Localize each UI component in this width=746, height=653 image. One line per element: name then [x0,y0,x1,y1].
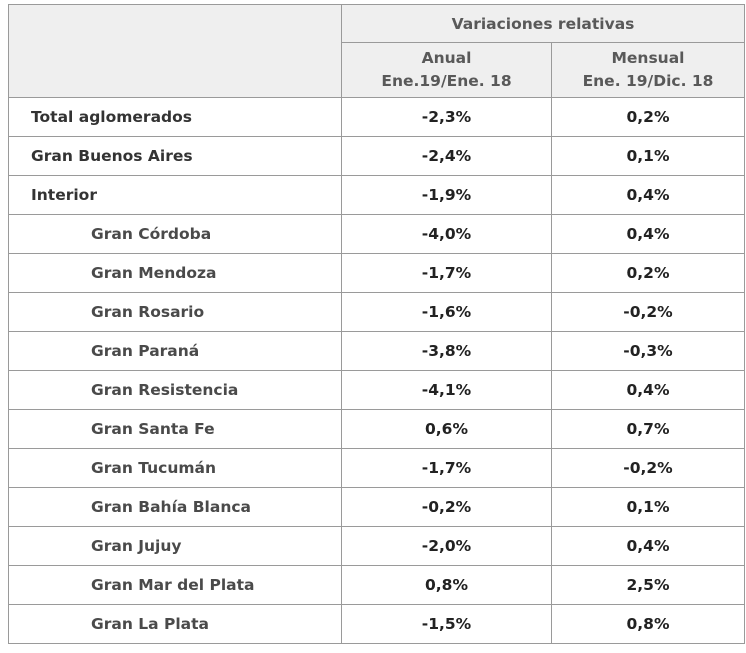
mensual-value: 0,2% [551,253,745,293]
anual-value: -2,0% [341,526,552,566]
table-row: Gran Bahía Blanca -0,2% 0,1% [8,487,745,527]
mensual-value: 0,2% [551,97,745,137]
table-row: Gran Córdoba -4,0% 0,4% [8,214,745,254]
variaciones-table: Variaciones relativas Anual Ene.19/Ene. … [8,4,745,644]
col-anual-title: Anual [421,49,472,67]
table-row: Gran Santa Fe 0,6% 0,7% [8,409,745,449]
region-name: Gran Santa Fe [8,409,342,449]
anual-value: 0,6% [341,409,552,449]
anual-value: -2,3% [341,97,552,137]
region-name: Gran Mendoza [8,253,342,293]
col-anual-header: Anual Ene.19/Ene. 18 [341,42,552,98]
anual-value: -1,7% [341,448,552,488]
mensual-value: 0,1% [551,136,745,176]
empty-header-cell [8,4,342,98]
table-row: Gran Jujuy -2,0% 0,4% [8,526,745,566]
anual-value: -1,5% [341,604,552,644]
table-row: Gran Buenos Aires -2,4% 0,1% [8,136,745,176]
region-name: Gran Buenos Aires [8,136,342,176]
mensual-value: 0,4% [551,175,745,215]
anual-value: -2,4% [341,136,552,176]
table-row: Gran La Plata -1,5% 0,8% [8,604,745,644]
mensual-value: 0,4% [551,214,745,254]
region-name: Gran Tucumán [8,448,342,488]
anual-value: -1,6% [341,292,552,332]
mensual-value: -0,2% [551,292,745,332]
mensual-value: -0,3% [551,331,745,371]
mensual-value: 0,7% [551,409,745,449]
table-row: Interior -1,9% 0,4% [8,175,745,215]
mensual-value: 0,4% [551,526,745,566]
col-anual-sub: Ene.19/Ene. 18 [381,72,512,90]
col-mensual-header: Mensual Ene. 19/Dic. 18 [551,42,745,98]
table-row: Gran Paraná -3,8% -0,3% [8,331,745,371]
anual-value: -0,2% [341,487,552,527]
table-row: Gran Rosario -1,6% -0,2% [8,292,745,332]
region-name: Gran Resistencia [8,370,342,410]
col-mensual-title: Mensual [611,49,685,67]
mensual-value: 2,5% [551,565,745,605]
mensual-value: 0,8% [551,604,745,644]
region-name: Interior [8,175,342,215]
region-name: Gran Córdoba [8,214,342,254]
group-header: Variaciones relativas [341,4,745,43]
region-name: Total aglomerados [8,97,342,137]
table-row: Gran Mar del Plata 0,8% 2,5% [8,565,745,605]
region-name: Gran Bahía Blanca [8,487,342,527]
region-name: Gran Paraná [8,331,342,371]
col-mensual-sub: Ene. 19/Dic. 18 [582,72,714,90]
anual-value: 0,8% [341,565,552,605]
mensual-value: 0,4% [551,370,745,410]
region-name: Gran Jujuy [8,526,342,566]
region-name: Gran La Plata [8,604,342,644]
table-row: Gran Tucumán -1,7% -0,2% [8,448,745,488]
anual-value: -4,0% [341,214,552,254]
mensual-value: 0,1% [551,487,745,527]
region-name: Gran Mar del Plata [8,565,342,605]
table-row: Gran Mendoza -1,7% 0,2% [8,253,745,293]
mensual-value: -0,2% [551,448,745,488]
anual-value: -1,9% [341,175,552,215]
table-row: Total aglomerados -2,3% 0,2% [8,97,745,137]
table-row: Gran Resistencia -4,1% 0,4% [8,370,745,410]
anual-value: -3,8% [341,331,552,371]
anual-value: -1,7% [341,253,552,293]
anual-value: -4,1% [341,370,552,410]
region-name: Gran Rosario [8,292,342,332]
